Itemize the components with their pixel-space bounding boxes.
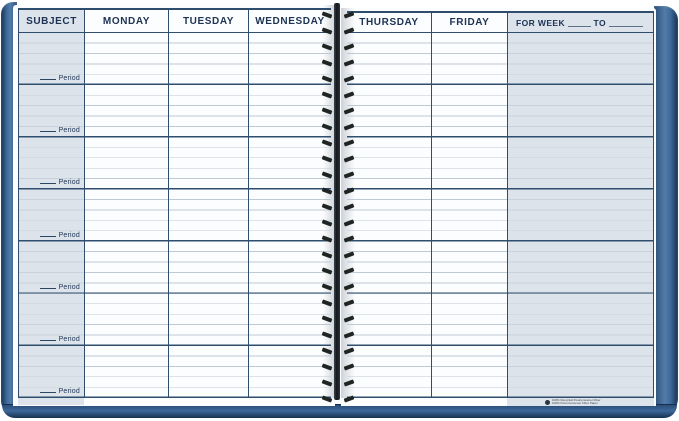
right-grid-body — [347, 33, 654, 398]
period-blank-line — [39, 334, 56, 341]
spiral-loop — [321, 123, 355, 131]
period-label-1: Period — [20, 73, 84, 82]
period-blank-line — [39, 386, 56, 393]
column-header-thursday: THURSDAY — [347, 13, 431, 32]
recycle-note: 100% Recycled Postconsumer Fiber 100% Po… — [544, 399, 649, 411]
right-footer-strip: 100% Recycled Postconsumer Fiber 100% Po… — [507, 398, 654, 406]
spiral-loop — [321, 283, 355, 291]
cover-right-edge — [654, 6, 678, 413]
spiral-loop — [321, 203, 355, 211]
period-label-2: Period — [20, 125, 84, 134]
spiral-loop — [321, 171, 355, 179]
monday-column-body — [84, 33, 168, 397]
recycle-note-line1: 100% Recycled Postconsumer Fiber — [551, 399, 601, 402]
tuesday-header-label: TUESDAY — [182, 15, 235, 27]
left-header-row: SUBJECT MONDAY TUESDAY WEDNESDAY — [18, 8, 331, 33]
thursday-header-label: THURSDAY — [359, 17, 419, 28]
monday-header-label: MONDAY — [102, 15, 151, 27]
subject-header-label: SUBJECT — [26, 15, 77, 27]
spiral-loop — [321, 187, 355, 195]
wednesday-column-body — [248, 33, 331, 397]
column-header-wednesday: WEDNESDAY — [248, 10, 331, 32]
column-header-subject: SUBJECT — [18, 10, 84, 32]
recycle-icon — [544, 400, 550, 405]
spiral-loop — [321, 331, 355, 339]
column-header-monday: MONDAY — [84, 10, 168, 32]
tuesday-column-body — [168, 33, 248, 397]
spiral-loop — [321, 11, 355, 19]
spiral-loop — [321, 59, 355, 67]
spiral-loop — [321, 155, 355, 163]
wednesday-header-label: WEDNESDAY — [255, 15, 325, 27]
right-page-grid: THURSDAY FRIDAY FOR WEEK TO — [347, 11, 654, 398]
spiral-loop — [321, 219, 355, 227]
spiral-loop — [321, 315, 355, 323]
period-blank-line — [39, 282, 56, 289]
period-label-5: Period — [20, 282, 84, 291]
spiral-loop — [321, 107, 355, 115]
spiral-loop — [321, 267, 355, 275]
spiral-loop — [321, 43, 355, 51]
period-blank-line — [39, 230, 56, 237]
period-label-6: Period — [20, 334, 84, 343]
spiral-loop — [321, 363, 355, 371]
spiral-loop — [321, 139, 355, 147]
period-blank-line — [39, 73, 56, 80]
for-week-column-body — [507, 33, 654, 397]
spiral-loop — [321, 251, 355, 259]
spiral-loop — [321, 91, 355, 99]
period-blank-line — [39, 177, 56, 184]
column-header-tuesday: TUESDAY — [168, 10, 248, 32]
friday-header-label: FRIDAY — [449, 17, 490, 28]
period-label-3: Period — [20, 177, 84, 186]
spiral-loop — [321, 75, 355, 83]
thursday-column-body — [347, 33, 431, 397]
spiral-loop — [321, 395, 355, 403]
for-week-label: FOR WEEK — [516, 17, 566, 28]
spiral-loop — [321, 379, 355, 387]
spiral-loop — [321, 299, 355, 307]
column-header-friday: FRIDAY — [431, 13, 507, 32]
to-label: TO — [593, 17, 606, 28]
period-label-7: Period — [20, 386, 84, 395]
period-blank-line — [39, 125, 56, 132]
friday-column-body — [431, 33, 507, 397]
week-start-blank-line — [568, 18, 591, 27]
column-header-for-week: FOR WEEK TO — [507, 13, 654, 32]
left-footer-strip — [18, 398, 84, 405]
left-grid-body — [18, 33, 331, 398]
spiral-loop — [321, 27, 355, 35]
cover-bottom-edge — [2, 404, 677, 418]
recycle-note-line2: 100% Post-Consumer Fiber Paper — [551, 402, 598, 405]
spiral-binding — [321, 2, 355, 408]
spiral-loop — [321, 347, 355, 355]
week-end-blank-line — [609, 18, 643, 27]
right-header-row: THURSDAY FRIDAY FOR WEEK TO — [347, 11, 654, 33]
period-label-4: Period — [20, 230, 84, 239]
spiral-loop — [321, 235, 355, 243]
spiral-gutter-bar — [334, 3, 340, 400]
